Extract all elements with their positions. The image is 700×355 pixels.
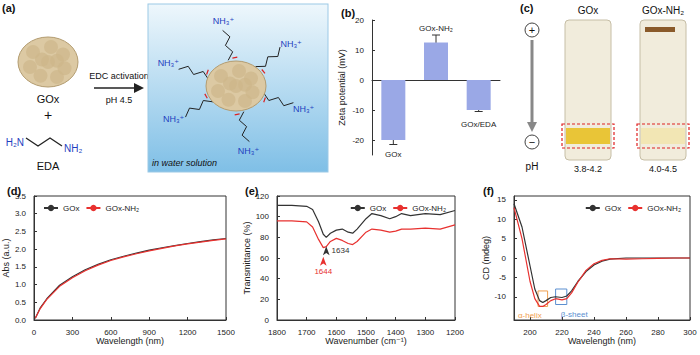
svg-text:NH₃⁺: NH₃⁺ bbox=[293, 104, 315, 114]
svg-text:1500: 1500 bbox=[357, 328, 375, 337]
svg-text:80: 80 bbox=[260, 233, 269, 242]
svg-text:-20: -20 bbox=[352, 136, 364, 145]
svg-text:20: 20 bbox=[355, 16, 364, 25]
svg-text:0: 0 bbox=[265, 316, 270, 325]
svg-text:220: 220 bbox=[555, 328, 569, 337]
svg-text:(e): (e) bbox=[245, 185, 259, 197]
svg-text:GOx: GOx bbox=[605, 204, 621, 213]
svg-text:3.8-4.2: 3.8-4.2 bbox=[574, 164, 602, 174]
svg-text:(b): (b) bbox=[341, 7, 355, 19]
svg-text:GOx-NH₂: GOx-NH₂ bbox=[412, 204, 446, 213]
svg-text:0: 0 bbox=[32, 328, 37, 337]
svg-text:GOx-NH₂: GOx-NH₂ bbox=[642, 5, 684, 16]
svg-text:1600: 1600 bbox=[327, 328, 345, 337]
svg-text:NH₃⁺: NH₃⁺ bbox=[163, 114, 185, 124]
svg-text:4.0-4.5: 4.0-4.5 bbox=[649, 164, 677, 174]
svg-text:2.5: 2.5 bbox=[15, 227, 27, 236]
svg-text:-10: -10 bbox=[494, 292, 506, 301]
svg-text:pH: pH bbox=[526, 161, 539, 172]
svg-text:pH 4.5: pH 4.5 bbox=[106, 95, 133, 105]
svg-text:NH₃⁺: NH₃⁺ bbox=[158, 58, 180, 68]
svg-text:0: 0 bbox=[502, 254, 507, 263]
svg-text:280: 280 bbox=[651, 328, 665, 337]
svg-text:Wavenumber (cm⁻¹): Wavenumber (cm⁻¹) bbox=[325, 336, 406, 346]
svg-text:10: 10 bbox=[497, 215, 506, 224]
svg-text:Transmittance (%): Transmittance (%) bbox=[242, 221, 252, 294]
svg-text:3.0: 3.0 bbox=[15, 209, 27, 218]
svg-text:120: 120 bbox=[255, 191, 269, 201]
svg-text:40: 40 bbox=[260, 274, 269, 283]
svg-text:Wavelength (nm): Wavelength (nm) bbox=[568, 336, 636, 346]
svg-text:0.5: 0.5 bbox=[15, 298, 27, 307]
svg-text:NH₃⁺: NH₃⁺ bbox=[280, 39, 302, 49]
svg-text:0.0: 0.0 bbox=[15, 316, 27, 325]
svg-text:1644: 1644 bbox=[314, 267, 332, 276]
svg-text:GOx: GOx bbox=[578, 5, 599, 16]
svg-text:GOx: GOx bbox=[385, 150, 401, 159]
svg-text:2.0: 2.0 bbox=[15, 245, 27, 254]
svg-text:H₂N: H₂N bbox=[6, 137, 24, 148]
svg-text:GOx-NH₂: GOx-NH₂ bbox=[105, 204, 139, 213]
svg-text:1200: 1200 bbox=[446, 328, 464, 337]
svg-text:1.0: 1.0 bbox=[15, 280, 27, 289]
svg-text:-5: -5 bbox=[499, 273, 507, 282]
svg-text:α-helix: α-helix bbox=[518, 311, 542, 320]
svg-text:100: 100 bbox=[256, 212, 270, 221]
svg-text:60: 60 bbox=[260, 254, 269, 263]
svg-text:(d): (d) bbox=[7, 185, 21, 197]
svg-text:10: 10 bbox=[355, 46, 364, 55]
svg-text:Wavelength (nm): Wavelength (nm) bbox=[96, 336, 164, 346]
svg-text:600: 600 bbox=[104, 328, 118, 337]
svg-text:1400: 1400 bbox=[387, 328, 405, 337]
svg-text:+: + bbox=[529, 24, 535, 36]
svg-text:EDC activation: EDC activation bbox=[89, 71, 149, 81]
svg-text:GOx: GOx bbox=[37, 93, 60, 105]
svg-text:(a): (a) bbox=[2, 2, 16, 14]
svg-text:GOx-NH₂: GOx-NH₂ bbox=[419, 24, 453, 33]
svg-text:(f): (f) bbox=[483, 185, 494, 197]
svg-text:NH₃⁺: NH₃⁺ bbox=[213, 16, 235, 26]
svg-text:in water solution: in water solution bbox=[152, 158, 217, 168]
svg-text:15: 15 bbox=[497, 195, 506, 204]
svg-text:300: 300 bbox=[66, 328, 80, 337]
svg-text:EDA: EDA bbox=[37, 160, 60, 172]
svg-text:−: − bbox=[529, 136, 535, 148]
svg-text:200: 200 bbox=[523, 328, 537, 337]
svg-text:GOx: GOx bbox=[370, 204, 386, 213]
svg-text:GOx-NH₂: GOx-NH₂ bbox=[647, 204, 681, 213]
svg-text:GOx/EDA: GOx/EDA bbox=[461, 120, 497, 129]
svg-text:(c): (c) bbox=[520, 2, 534, 14]
svg-text:GOx: GOx bbox=[63, 204, 79, 213]
svg-text:1634: 1634 bbox=[332, 246, 350, 255]
svg-text:NH₂: NH₂ bbox=[64, 143, 82, 154]
svg-text:-10: -10 bbox=[352, 106, 364, 115]
svg-text:1800: 1800 bbox=[268, 328, 286, 337]
svg-text:β-sheet: β-sheet bbox=[561, 310, 589, 319]
svg-text:0: 0 bbox=[360, 76, 365, 85]
svg-text:1300: 1300 bbox=[416, 328, 434, 337]
svg-text:300: 300 bbox=[683, 328, 697, 337]
svg-text:5: 5 bbox=[502, 234, 507, 243]
svg-text:900: 900 bbox=[143, 328, 157, 337]
svg-text:Abs (a.u.): Abs (a.u.) bbox=[1, 238, 11, 277]
svg-text:+: + bbox=[44, 107, 52, 123]
svg-text:260: 260 bbox=[619, 328, 633, 337]
svg-text:1700: 1700 bbox=[298, 328, 316, 337]
svg-text:1.5: 1.5 bbox=[15, 262, 27, 271]
svg-text:Zeta potential (mV): Zeta potential (mV) bbox=[337, 49, 347, 126]
svg-text:240: 240 bbox=[587, 328, 601, 337]
svg-text:1200: 1200 bbox=[179, 328, 197, 337]
svg-text:NH₃⁺: NH₃⁺ bbox=[238, 146, 260, 156]
svg-text:20: 20 bbox=[260, 295, 269, 304]
svg-text:1500: 1500 bbox=[217, 328, 235, 337]
svg-text:CD (mdeg): CD (mdeg) bbox=[481, 236, 491, 280]
